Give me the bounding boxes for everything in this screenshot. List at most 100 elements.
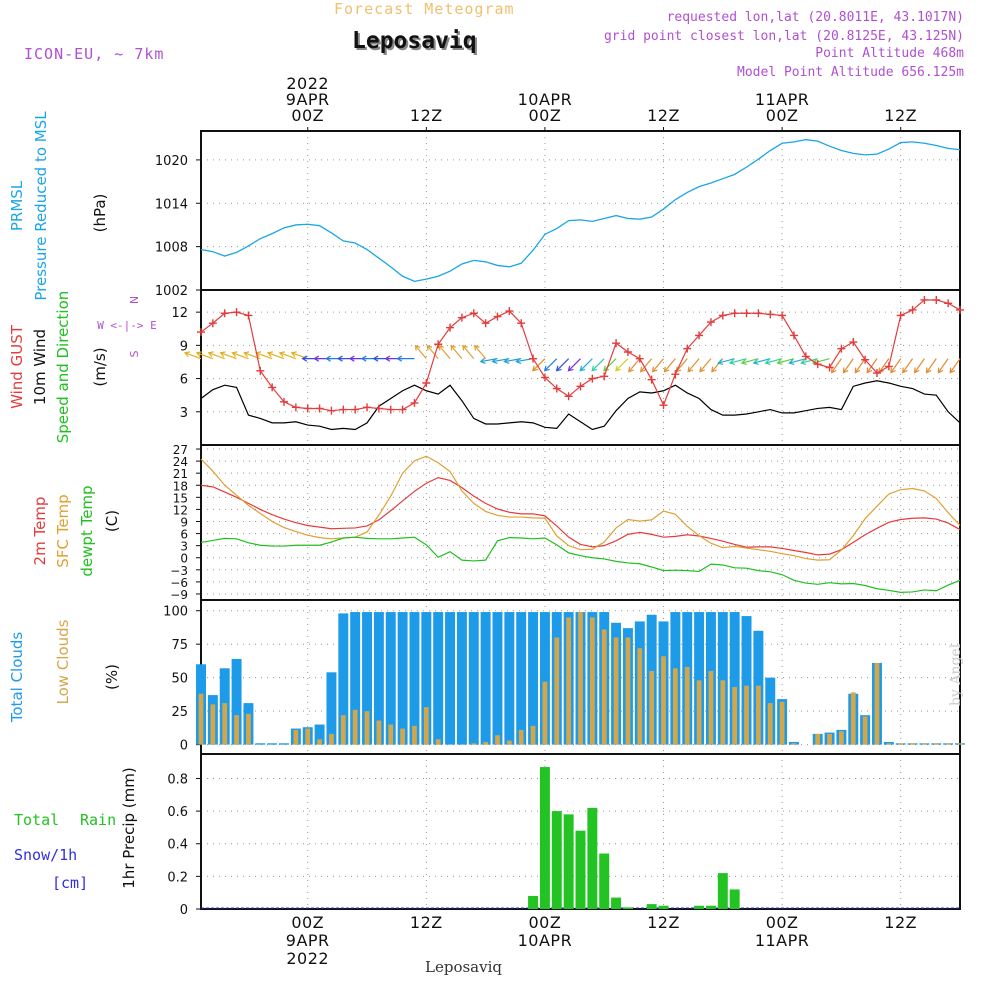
- low-cloud-bar: [530, 725, 536, 745]
- wind-direction-arrow: [450, 344, 463, 360]
- top-time-label: 12Z: [410, 106, 443, 125]
- total-cloud-bar: [314, 724, 325, 745]
- low-cloud-bar: [246, 713, 251, 745]
- rain-bar: [551, 811, 562, 909]
- low-cloud-bar: [661, 656, 666, 745]
- low-cloud-bar: [400, 728, 405, 745]
- wind-direction-arrow: [914, 358, 925, 374]
- gust-point: [256, 366, 265, 375]
- wind-direction-arrow: [615, 358, 629, 372]
- gust-point: [612, 339, 621, 348]
- total-cloud-bar: [326, 672, 337, 745]
- panel-pressure: 1002 1008 1014 1020: [155, 131, 960, 299]
- pressure-label-2: Pressure Reduced to MSL: [32, 111, 50, 301]
- total-cloud-bar: [456, 612, 467, 745]
- low-cloud-bar: [210, 704, 216, 745]
- temp2m-label: 2m Temp: [31, 497, 49, 566]
- gust-point: [849, 338, 858, 347]
- wind-direction-arrow: [800, 358, 818, 366]
- low-cloud-bar: [554, 637, 560, 745]
- gust-point: [932, 295, 941, 304]
- wind-direction-arrow: [567, 358, 581, 372]
- gust-point: [244, 311, 253, 320]
- total-cloud-bar: [717, 612, 728, 745]
- low-cloud-bar: [791, 743, 797, 745]
- wind-direction-arrow: [854, 358, 866, 374]
- rain-bar: [705, 905, 716, 909]
- bottom-time-label: 00Z: [766, 913, 799, 932]
- gust-point: [280, 397, 289, 406]
- low-cloud-bar: [649, 670, 655, 745]
- total-cloud-bar: [741, 616, 752, 745]
- rain-bar: [658, 905, 669, 909]
- low-cloud-bar: [518, 729, 524, 745]
- y-tick-label: 18: [173, 479, 188, 493]
- wind-direction-arrow: [603, 358, 617, 372]
- gust-point: [801, 352, 810, 361]
- top-time-label: 2022: [286, 74, 329, 93]
- gust-point: [754, 309, 763, 318]
- gust-point: [896, 311, 905, 320]
- wind-direction-arrow: [591, 358, 605, 372]
- y-tick-label: 6: [180, 528, 188, 542]
- pressure-unit: (hPa): [91, 194, 109, 233]
- top-time-label: 00Z: [766, 106, 799, 125]
- compass-s: S: [128, 350, 141, 357]
- cloud-unit: (%): [103, 664, 121, 690]
- wind-direction-arrow: [890, 358, 902, 374]
- total-cloud-bar: [397, 612, 408, 745]
- wind-direction-arrow: [740, 358, 759, 366]
- gust-point: [600, 372, 609, 381]
- total-cloud-bar: [528, 612, 539, 745]
- total-cloud-bar: [433, 612, 444, 745]
- wind-direction-arrow: [663, 358, 676, 373]
- gust-point: [588, 374, 597, 383]
- wind-direction-arrow: [902, 358, 914, 374]
- total-cloud-bar: [231, 658, 242, 745]
- gust-point: [351, 405, 360, 414]
- pressure-label-1: PRMSL: [8, 180, 26, 231]
- wind-direction-arrow: [752, 358, 771, 366]
- wind-direction-arrow: [532, 358, 546, 372]
- wind-direction-arrow: [266, 351, 285, 360]
- low-cloud-bar: [352, 709, 358, 745]
- model-altitude: Model Point Altitude 656.125m: [737, 65, 964, 80]
- low-cloud-bar: [542, 681, 548, 745]
- wind-direction-arrow: [396, 355, 415, 362]
- gust-point: [540, 373, 549, 382]
- rain-bar: [539, 767, 550, 909]
- low-cloud-bar: [850, 692, 856, 745]
- total-cloud-bar: [480, 612, 491, 745]
- y-tick-label: 12: [173, 503, 188, 517]
- y-tick-label: 0.8: [167, 772, 188, 787]
- gust-point: [659, 401, 668, 410]
- low-cloud-bar: [412, 725, 417, 745]
- bottom-time-label: 9APR: [286, 931, 330, 950]
- total-rain-label-2: Rain: [80, 811, 116, 829]
- gust-point: [208, 319, 217, 328]
- wind-direction-arrow: [687, 358, 700, 373]
- total-cloud-bar: [468, 612, 479, 745]
- y-tick-label: −3: [170, 564, 188, 578]
- wind-direction-arrow: [866, 358, 878, 374]
- point-altitude: Point Altitude 468m: [815, 46, 964, 61]
- y-tick-label: 27: [173, 443, 188, 457]
- rain-bar: [729, 889, 740, 909]
- y-tick-label: 9: [180, 339, 188, 354]
- gust-point: [386, 405, 395, 414]
- gust-point: [671, 370, 680, 379]
- gust-point: [232, 308, 241, 317]
- gust-point: [197, 328, 205, 337]
- wind-direction-arrow: [699, 358, 712, 373]
- gust-point: [789, 331, 798, 340]
- gust-point: [635, 354, 644, 363]
- top-time-label: 9APR: [286, 90, 330, 109]
- wind-direction-arrow: [717, 358, 735, 366]
- y-tick-label: 1002: [155, 284, 188, 299]
- wind-direction-arrow: [728, 358, 747, 366]
- total-cloud-bar: [385, 612, 396, 745]
- snow-label: Snow/1h: [14, 846, 77, 864]
- top-time-label: 10APR: [518, 90, 573, 109]
- low-cloud-bar: [862, 716, 868, 745]
- wind-dir-label: Speed and Direction: [54, 291, 72, 444]
